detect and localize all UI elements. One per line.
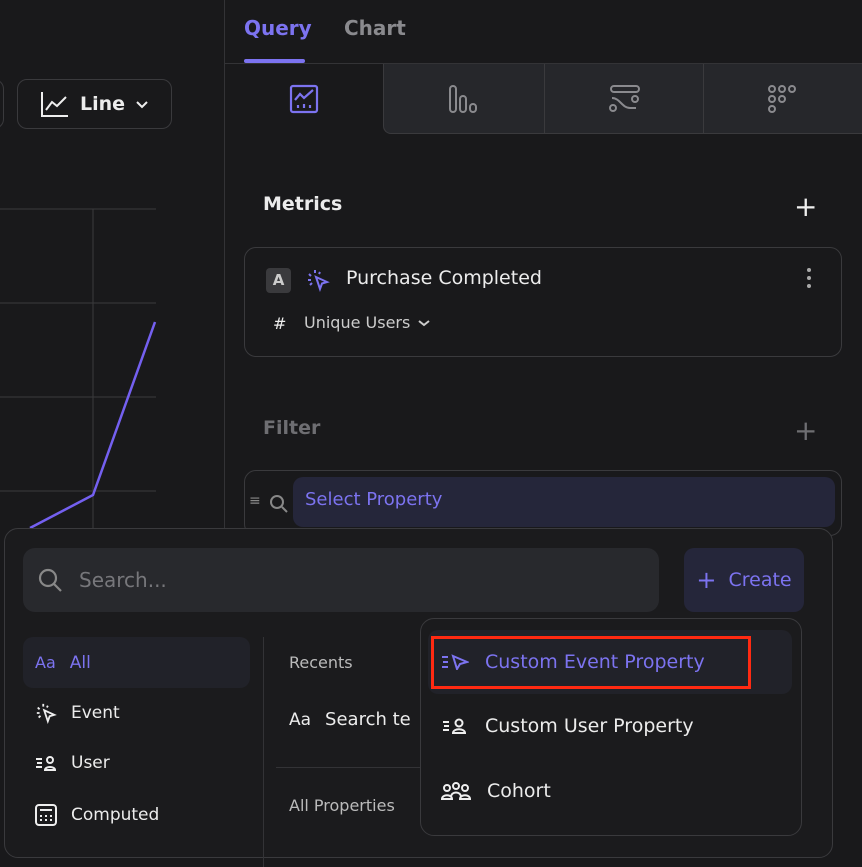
recent-item-label: Search te [325,709,411,730]
metric-letter-badge: A [266,268,291,293]
event-cursor-icon [308,270,330,292]
line-chart-icon [41,92,68,117]
search-placeholder: Search... [79,568,167,592]
menu-item-custom-user-property[interactable]: Custom User Property [441,715,694,737]
category-label: All [69,652,91,673]
menu-item-custom-event-property[interactable]: Custom Event Property [441,651,705,673]
divider [225,63,862,64]
category-label: User [71,753,110,773]
view-retention-button[interactable] [703,64,862,134]
active-tab-indicator [244,59,305,63]
measure-dropdown[interactable]: Unique Users [304,313,430,332]
category-computed[interactable]: Computed [35,804,159,826]
metrics-title: Metrics [263,193,343,215]
tab-query[interactable]: Query [244,16,312,40]
all-properties-title: All Properties [289,796,395,815]
add-metric-button[interactable]: + [794,190,817,223]
add-filter-button[interactable]: + [794,414,817,447]
view-bars-button[interactable] [383,64,544,134]
menu-item-highlight [428,630,792,694]
event-property-icon [442,654,469,670]
more-options-icon[interactable] [807,268,811,288]
create-label: Create [728,569,792,591]
user-property-icon [36,756,57,771]
metric-event-name[interactable]: Purchase Completed [346,267,542,289]
retention-grid-icon [768,84,796,113]
hash-icon: # [273,314,287,333]
calculator-icon [35,804,57,826]
custom-text-icon: Aa [289,709,312,730]
plus-icon: + [794,190,818,223]
line-chart [0,208,157,540]
create-menu: Custom Event Property Custom User Proper… [420,618,802,836]
view-insights-button[interactable] [225,64,383,134]
select-property-input[interactable]: Select Property [293,477,835,527]
metric-card[interactable]: A Purchase Completed # Unique Users [244,247,842,357]
menu-item-label: Cohort [487,780,551,802]
category-label: Computed [71,805,160,825]
chart-area: Line [0,0,225,840]
chevron-down-icon [418,319,430,326]
event-cursor-icon [36,703,57,724]
highlight-box [431,636,751,689]
toolbar-button[interactable] [0,79,4,129]
category-all[interactable]: Aa All [23,637,250,688]
measure-label: Unique Users [304,313,411,332]
bar-chart-icon [449,84,477,113]
view-flows-button[interactable] [544,64,703,134]
tab-chart[interactable]: Chart [344,16,406,40]
divider [263,637,264,867]
cohort-icon [441,782,471,800]
filter-row: ≡ Select Property [244,470,842,536]
search-icon [38,568,62,592]
recent-item[interactable]: Aa Search te [289,709,411,730]
chart-type-dropdown[interactable]: Line [17,79,172,129]
search-field[interactable]: Search... [23,548,659,612]
user-property-icon [443,718,467,734]
series-line [29,321,157,530]
search-icon [270,495,288,513]
filter-title: Filter [263,417,321,439]
category-event[interactable]: Event [35,702,120,724]
funnel-flow-icon [609,84,640,112]
text-type-icon: Aa [35,653,56,672]
category-user[interactable]: User [35,753,110,773]
chart-type-label: Line [80,93,126,115]
recents-title: Recents [289,653,353,672]
category-label: Event [71,703,120,723]
menu-item-label: Custom Event Property [485,651,705,673]
plus-icon: + [696,566,717,594]
divider [276,767,426,768]
drag-handle-icon[interactable]: ≡ [249,493,261,509]
create-button[interactable]: + Create [684,548,804,612]
line-chart-icon [289,84,319,114]
chevron-down-icon [136,101,148,109]
plus-icon: + [794,414,818,447]
menu-item-label: Custom User Property [485,715,694,737]
menu-item-cohort[interactable]: Cohort [441,780,551,802]
